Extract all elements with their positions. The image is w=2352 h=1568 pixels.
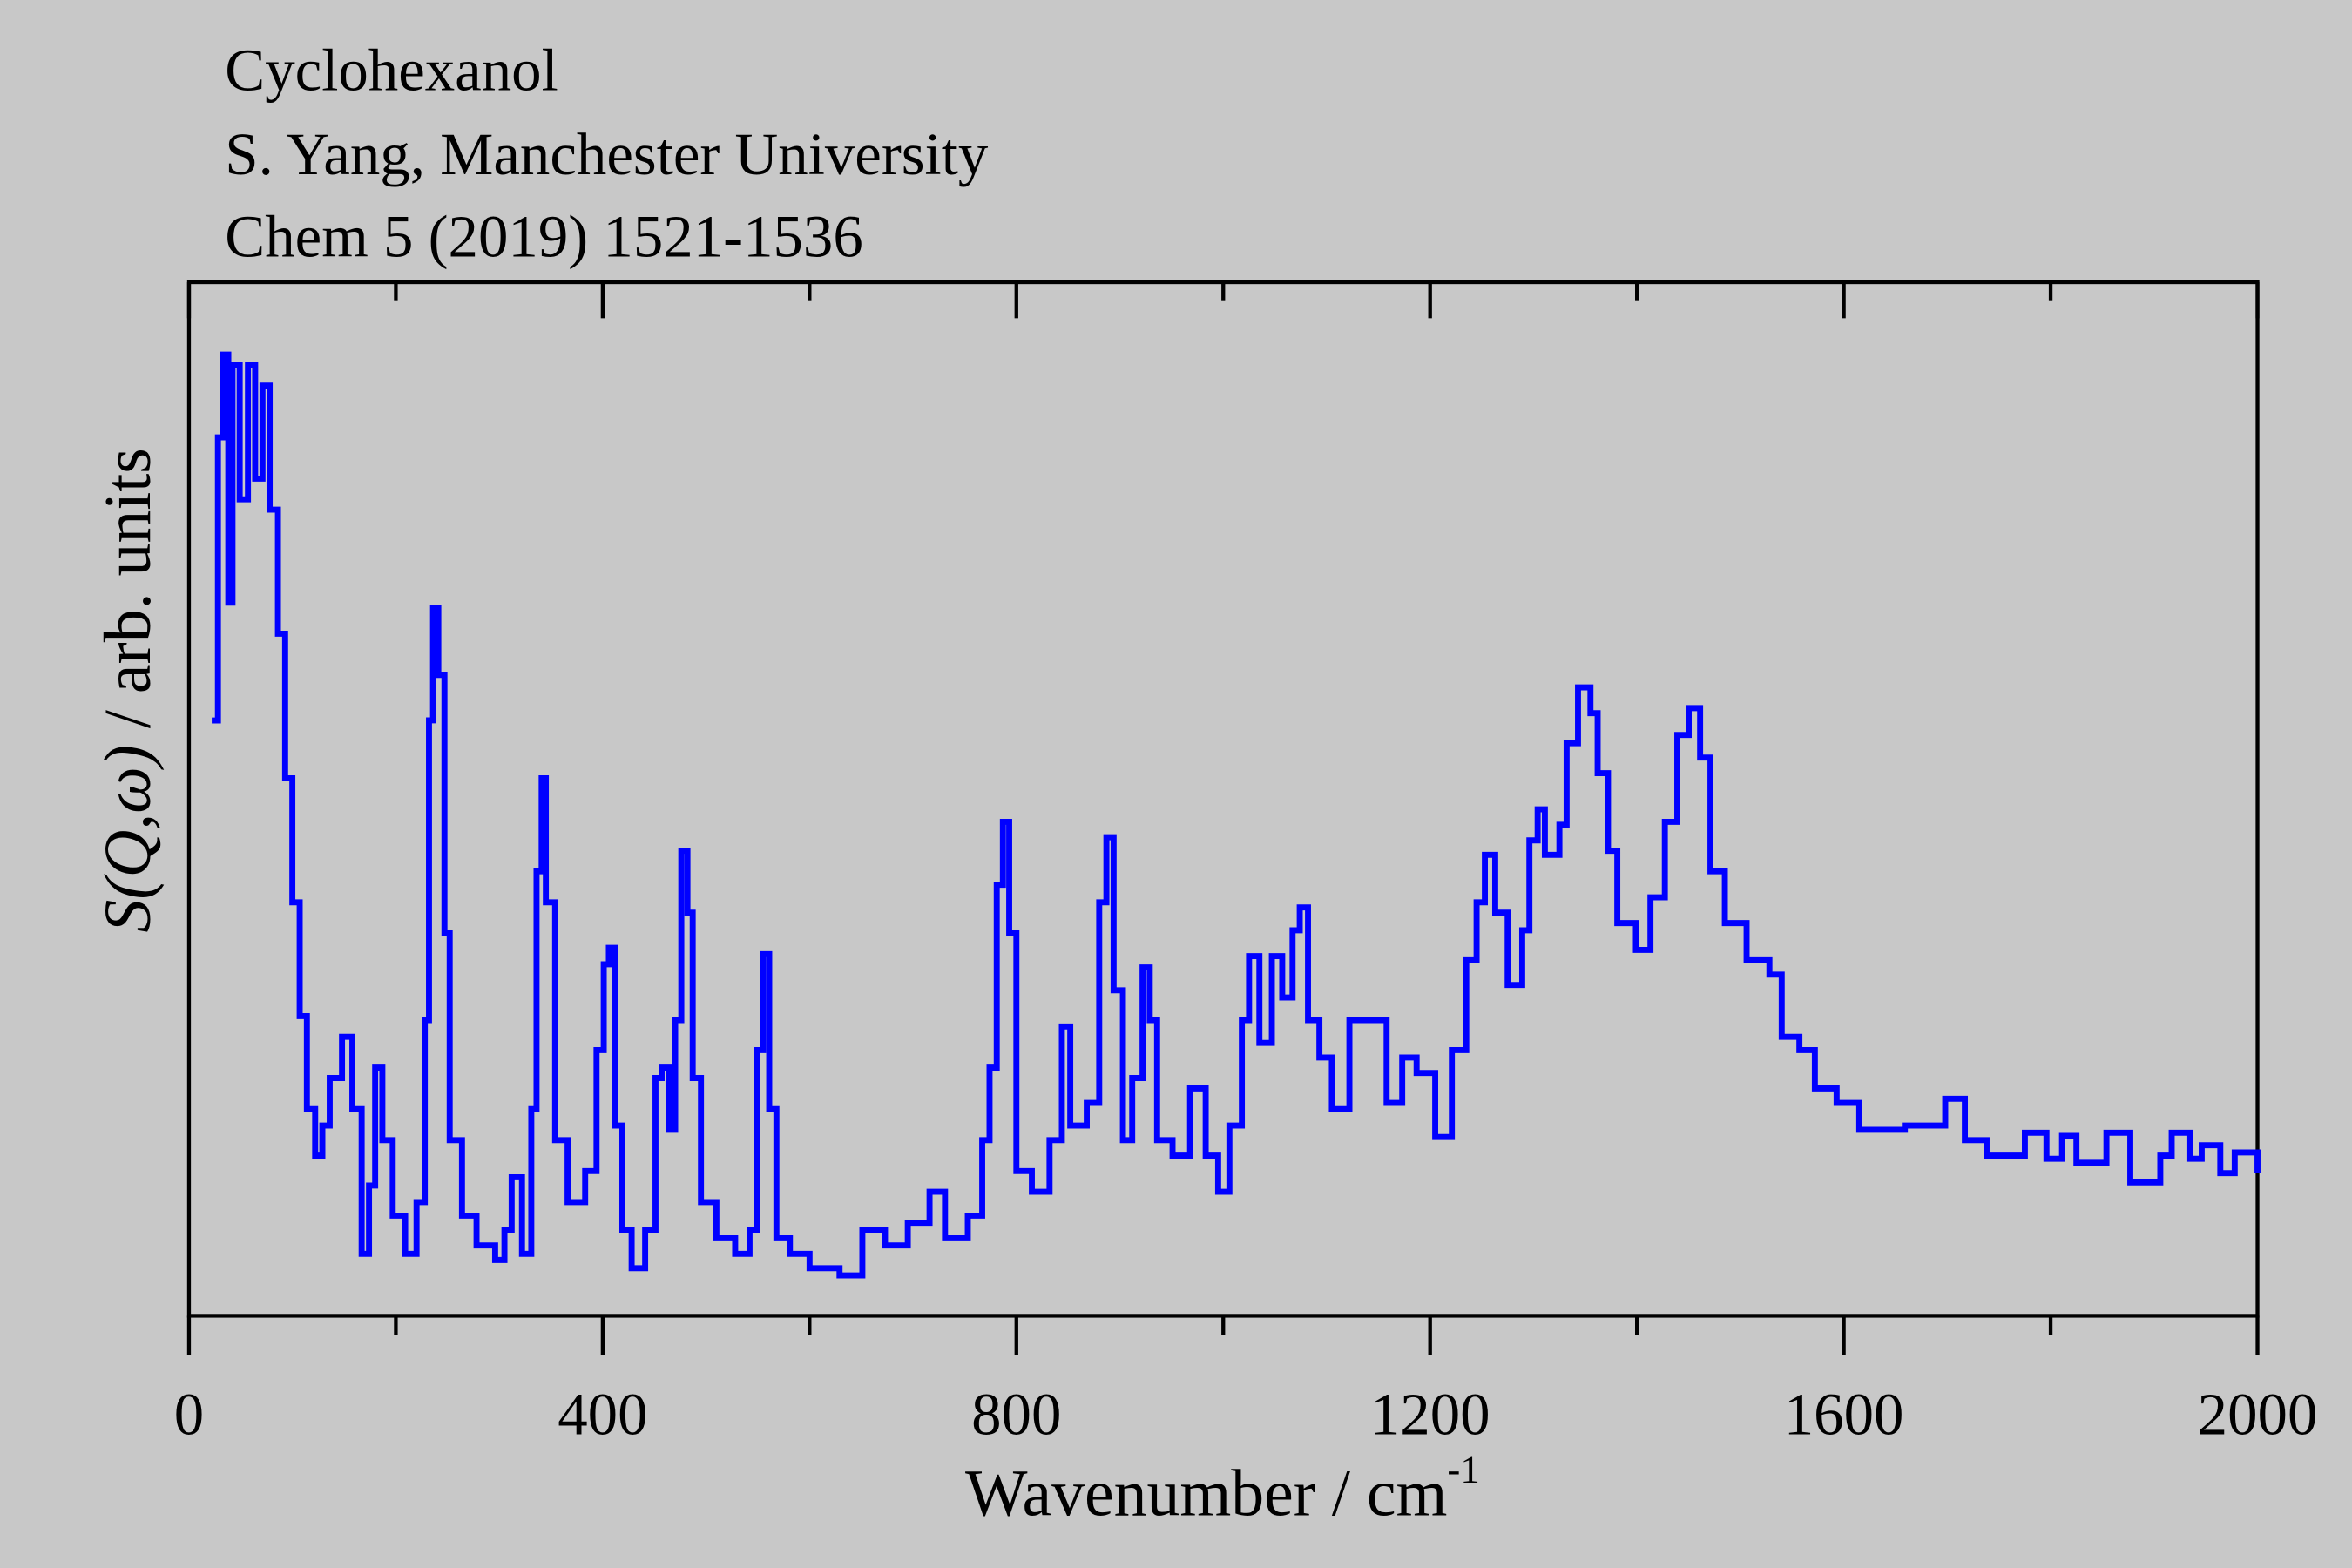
y-axis-label: S(Q,ω) / arb. units <box>91 448 165 932</box>
x-tick-label: 1200 <box>1370 1381 1490 1447</box>
x-ticks <box>186 282 2260 1355</box>
series-line <box>212 351 2261 1279</box>
header-line-author: S. Yang, Manchester University <box>225 121 989 187</box>
x-tick-labels: 0 400 800 1200 1600 2000 <box>174 1381 2318 1447</box>
x-tick-label: 1600 <box>1784 1381 1904 1447</box>
x-tick-label: 0 <box>174 1381 204 1447</box>
header-line-reference: Chem 5 (2019) 1521-1536 <box>225 204 863 270</box>
x-tick-label: 400 <box>558 1381 647 1447</box>
header-line-title: Cyclohexanol <box>225 37 558 104</box>
x-axis-label: Wavenumber / cm-1 <box>965 1448 1480 1531</box>
x-tick-label: 800 <box>971 1381 1061 1447</box>
x-tick-label: 2000 <box>2198 1381 2318 1447</box>
header: Cyclohexanol S. Yang, Manchester Univers… <box>225 37 989 270</box>
